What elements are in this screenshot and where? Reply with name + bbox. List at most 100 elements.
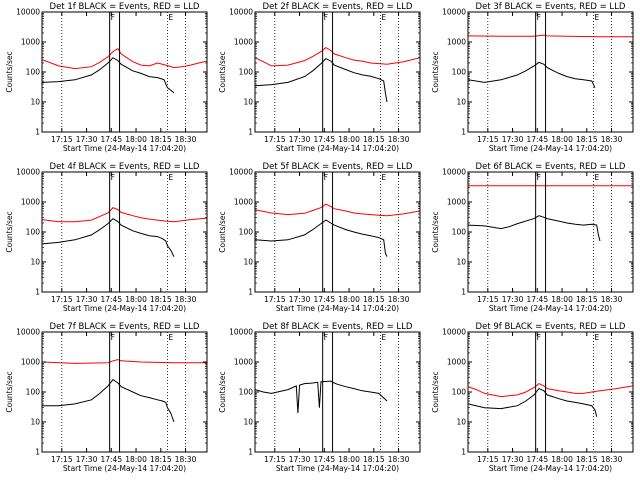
x-tick-label: 17:30 [76, 135, 98, 144]
y-tick-label: 100 [452, 228, 467, 237]
y-tick-label: 10 [243, 258, 253, 267]
marker-e: E [594, 333, 599, 342]
y-axis-label: Counts/sec [431, 211, 440, 252]
panel-frame [41, 11, 208, 133]
events-series-line [255, 57, 388, 103]
y-axis-label: Counts/sec [431, 51, 440, 92]
x-tick-label: 17:15 [51, 455, 73, 464]
marker-f: F [324, 333, 328, 342]
y-tick-label: 1 [461, 448, 466, 457]
x-tick-label: 17:15 [51, 135, 73, 144]
x-tick-label: 17:45 [526, 455, 548, 464]
y-tick-label: 1 [248, 128, 253, 137]
panel-frame [254, 171, 421, 293]
y-axis-label: Counts/sec [218, 371, 227, 412]
x-tick-label: 18:00 [338, 135, 360, 144]
x-axis-label: Start Time (24-May-14 17:04:20) [489, 144, 612, 153]
marker-f: F [324, 13, 328, 22]
y-axis-label: Counts/sec [218, 51, 227, 92]
x-tick-label: 18:15 [150, 295, 172, 304]
marker-e: E [168, 333, 173, 342]
lld-series-line [42, 48, 207, 70]
x-tick-label: 18:15 [150, 455, 172, 464]
x-axis-label: Start Time (24-May-14 17:04:20) [63, 304, 186, 313]
y-tick-label: 100 [452, 388, 467, 397]
x-tick-label: 18:15 [150, 135, 172, 144]
x-axis-label: Start Time (24-May-14 17:04:20) [276, 304, 399, 313]
events-series-line [468, 215, 601, 242]
marker-e: E [168, 13, 173, 22]
x-tick-label: 18:30 [388, 455, 410, 464]
x-tick-label: 17:30 [289, 455, 311, 464]
x-tick-label: 18:30 [388, 295, 410, 304]
y-tick-label: 100 [452, 68, 467, 77]
marker-e: E [381, 333, 386, 342]
x-tick-label: 18:15 [363, 455, 385, 464]
panel-frame [254, 11, 421, 133]
lld-series-line [42, 359, 207, 364]
y-tick-label: 1 [461, 128, 466, 137]
lld-series-line [468, 383, 633, 398]
x-tick-label: 17:15 [477, 295, 499, 304]
y-tick-label: 1000 [234, 198, 253, 207]
y-tick-label: 10 [30, 258, 40, 267]
y-tick-label: 100 [239, 68, 254, 77]
x-tick-label: 18:30 [388, 135, 410, 144]
y-tick-label: 1000 [21, 198, 40, 207]
x-tick-label: 18:15 [576, 135, 598, 144]
x-tick-label: 18:15 [363, 135, 385, 144]
marker-f: F [537, 333, 541, 342]
x-tick-label: 18:30 [601, 455, 623, 464]
y-tick-label: 1000 [21, 358, 40, 367]
x-tick-label: 17:45 [100, 455, 122, 464]
x-axis-label: Start Time (24-May-14 17:04:20) [489, 464, 612, 473]
marker-f: F [111, 173, 115, 182]
marker-e: E [168, 173, 173, 182]
y-tick-label: 100 [239, 228, 254, 237]
y-tick-label: 10000 [16, 8, 40, 17]
x-tick-label: 17:15 [477, 455, 499, 464]
x-tick-label: 17:30 [76, 295, 98, 304]
panel-title: Det 9f BLACK = Events, RED = LLD [476, 322, 626, 332]
y-axis-label: Counts/sec [5, 211, 14, 252]
y-tick-label: 100 [239, 388, 254, 397]
x-tick-label: 17:45 [100, 135, 122, 144]
marker-e: E [381, 13, 386, 22]
events-series-line [42, 378, 175, 423]
y-tick-label: 1 [35, 448, 40, 457]
marker-e: E [594, 173, 599, 182]
x-axis-label: Start Time (24-May-14 17:04:20) [63, 464, 186, 473]
x-tick-label: 18:00 [551, 455, 573, 464]
y-tick-label: 1000 [447, 38, 466, 47]
x-axis-label: Start Time (24-May-14 17:04:20) [276, 464, 399, 473]
y-tick-label: 1 [461, 288, 466, 297]
x-tick-label: 18:15 [576, 455, 598, 464]
marker-f: F [537, 173, 541, 182]
panel-title: Det 8f BLACK = Events, RED = LLD [263, 322, 413, 332]
lld-series-line [468, 34, 633, 38]
x-tick-label: 18:30 [175, 455, 197, 464]
x-tick-label: 18:00 [125, 295, 147, 304]
x-tick-label: 17:30 [289, 135, 311, 144]
x-tick-label: 17:45 [313, 295, 335, 304]
x-tick-label: 18:00 [338, 455, 360, 464]
events-series-line [255, 380, 388, 414]
events-series-line [468, 387, 598, 417]
lld-series-line [42, 207, 207, 223]
y-tick-label: 10 [243, 98, 253, 107]
y-tick-label: 10000 [442, 168, 466, 177]
lld-series-line [255, 203, 420, 217]
panel-title: Det 2f BLACK = Events, RED = LLD [263, 2, 413, 12]
x-tick-label: 17:30 [289, 295, 311, 304]
events-series-line [42, 57, 175, 94]
y-tick-label: 10000 [229, 168, 253, 177]
x-tick-label: 18:30 [601, 135, 623, 144]
x-tick-label: 18:00 [551, 295, 573, 304]
